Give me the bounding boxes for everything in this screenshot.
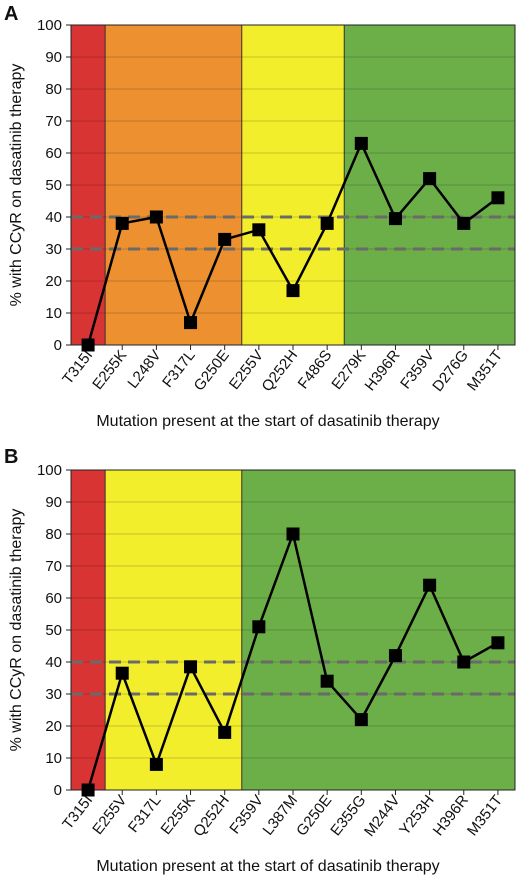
data-point-M244V xyxy=(388,649,402,663)
band-2 xyxy=(241,470,515,790)
data-point-F486S xyxy=(320,216,334,230)
x-tick-label: H396R xyxy=(361,347,403,394)
y-tick-label: 0 xyxy=(54,782,62,799)
y-tick-label: 20 xyxy=(45,718,62,735)
x-tick-label: D276G xyxy=(429,347,472,395)
x-tick-label: Y253H xyxy=(396,792,438,839)
x-tick-label: L387M xyxy=(260,792,302,839)
data-point-F359V xyxy=(252,620,266,634)
y-tick-label: 60 xyxy=(45,590,62,607)
data-point-E255K xyxy=(184,660,198,674)
x-axis-label: Mutation present at the start of dasatin… xyxy=(96,413,439,430)
y-tick-label: 50 xyxy=(45,177,62,194)
y-tick-label: 0 xyxy=(54,337,62,354)
gridlines xyxy=(71,56,515,314)
data-point-F359V xyxy=(423,172,437,186)
data-point-F317L xyxy=(184,316,198,330)
reference-lines xyxy=(71,215,515,251)
x-tick-label: E255K xyxy=(89,347,130,393)
y-tick-label: 60 xyxy=(45,145,62,162)
panel-letter: A xyxy=(4,3,18,25)
y-tick-label: 70 xyxy=(45,113,62,130)
y-axis-ticks: 0 10 20 30 40 50 60 70 80 90 100 xyxy=(37,462,71,799)
y-tick-label: 10 xyxy=(45,305,62,322)
y-axis-label: % with CCyR on dasatinib therapy xyxy=(8,64,25,307)
data-point-T315I xyxy=(81,338,95,352)
y-axis-label: % with CCyR on dasatinib therapy xyxy=(8,509,25,752)
panel-letter: B xyxy=(4,446,18,468)
data-point-D276G xyxy=(457,216,471,230)
data-point-L248V xyxy=(149,210,163,224)
data-point-M351T xyxy=(491,191,505,205)
data-point-T315I xyxy=(81,783,95,797)
y-tick-label: 50 xyxy=(45,622,62,639)
band-1 xyxy=(105,25,242,345)
x-tick-label: G250E xyxy=(191,347,233,394)
data-point-E255V xyxy=(115,666,129,680)
data-point-E279K xyxy=(354,136,368,150)
y-tick-label: 100 xyxy=(37,17,62,34)
data-point-E255V xyxy=(252,223,266,237)
band-0 xyxy=(71,470,106,790)
x-axis-ticks: T315IE255KL248VF317LG250EE255VQ252HF486S… xyxy=(59,345,506,395)
series xyxy=(81,136,505,352)
reference-lines xyxy=(71,660,515,696)
x-axis-ticks: T315IE255VF317LE255KQ252HF359VL387MG250E… xyxy=(59,790,506,840)
y-tick-label: 20 xyxy=(45,273,62,290)
y-tick-label: 30 xyxy=(45,686,62,703)
data-point-H396R xyxy=(388,212,402,226)
x-tick-label: Q252H xyxy=(190,792,233,840)
y-tick-label: 40 xyxy=(45,209,62,226)
x-tick-label: F486S xyxy=(295,347,336,392)
x-tick-label: Q252H xyxy=(258,347,301,395)
data-point-Y253H xyxy=(423,578,437,592)
x-tick-label: L248V xyxy=(124,347,164,392)
data-point-M351T xyxy=(491,636,505,650)
chart-panel-a: A 0 10 20 30 40 50 60 70 80 90 100 T315IE255KL248V… xyxy=(4,3,516,430)
data-point-Q252H xyxy=(286,284,300,298)
data-point-Q252H xyxy=(218,725,232,739)
x-axis-label: Mutation present at the start of dasatin… xyxy=(96,858,439,875)
band-0 xyxy=(71,25,106,345)
y-tick-label: 80 xyxy=(45,526,62,543)
y-axis-ticks: 0 10 20 30 40 50 60 70 80 90 100 xyxy=(37,17,71,354)
x-tick-label: F359V xyxy=(226,792,267,837)
data-point-G250E xyxy=(218,232,232,246)
y-tick-label: 10 xyxy=(45,750,62,767)
x-tick-label: M244V xyxy=(361,792,404,840)
y-tick-label: 100 xyxy=(37,462,62,479)
chart-panel-b: B 0 10 20 30 40 50 60 70 80 90 100 T315IE255VF317L… xyxy=(4,446,516,875)
series xyxy=(81,527,505,797)
y-tick-label: 90 xyxy=(45,49,62,66)
data-point-F317L xyxy=(149,757,163,771)
data-point-H396R xyxy=(457,655,471,669)
data-point-G250E xyxy=(320,674,334,688)
data-point-L387M xyxy=(286,527,300,541)
y-tick-label: 80 xyxy=(45,81,62,98)
y-tick-label: 40 xyxy=(45,654,62,671)
x-tick-label: G250E xyxy=(293,792,335,839)
data-point-E355G xyxy=(354,713,368,727)
x-tick-label: E255V xyxy=(89,792,130,838)
y-tick-label: 90 xyxy=(45,494,62,511)
x-tick-label: M351T xyxy=(464,792,506,839)
x-tick-label: H396R xyxy=(430,792,472,839)
x-tick-label: M351T xyxy=(464,347,506,394)
y-tick-label: 70 xyxy=(45,558,62,575)
data-point-E255K xyxy=(115,216,129,230)
y-tick-label: 30 xyxy=(45,241,62,258)
